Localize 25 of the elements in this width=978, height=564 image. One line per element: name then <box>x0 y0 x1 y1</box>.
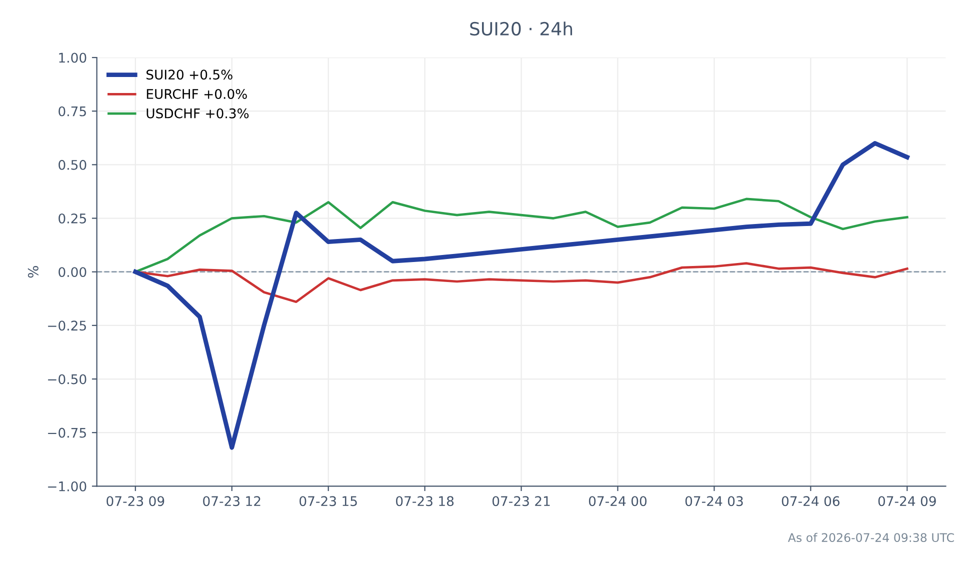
x-tick-label: 07-24 09 <box>878 496 936 506</box>
y-tick-label: −0.50 <box>48 374 86 384</box>
x-tick-label: 07-23 15 <box>300 496 357 506</box>
line-series <box>133 141 910 450</box>
x-tick-label: 07-24 03 <box>685 496 743 506</box>
y-tick-label: 0.25 <box>58 213 86 224</box>
legend-label: USDCHF +0.3% <box>146 108 249 118</box>
x-tick-label: 07-23 18 <box>396 496 454 506</box>
y-tick-label: −1.00 <box>48 481 86 492</box>
x-tick-label: 07-23 12 <box>203 496 260 506</box>
y-tick-label: 0.75 <box>58 106 86 116</box>
legend-label: EURCHF +0.0% <box>146 89 247 99</box>
y-tick-label: −0.75 <box>48 428 86 438</box>
y-tick-label: 0.50 <box>58 160 86 170</box>
y-tick-label: 0.00 <box>58 267 86 278</box>
y-tick-label: 1.00 <box>59 52 86 63</box>
legend-label: SUI20 +0.5% <box>146 70 232 80</box>
chart-title: SUI20 · 24h <box>470 22 572 36</box>
x-tick-label: 07-24 06 <box>782 496 840 506</box>
text: As of 2026-07-24 09:38 UTC <box>788 532 954 542</box>
x-tick-label: 07-23 09 <box>106 496 164 506</box>
y-tick-label: −0.25 <box>48 320 86 331</box>
x-tick-label: 07-23 21 <box>492 496 550 506</box>
x-tick-label: 07-24 00 <box>588 496 647 506</box>
y-axis-title: % <box>28 266 38 278</box>
